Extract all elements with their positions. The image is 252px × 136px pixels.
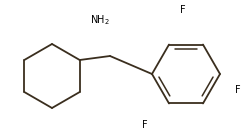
Text: F: F (142, 120, 147, 130)
Text: F: F (234, 85, 240, 95)
Text: NH$_2$: NH$_2$ (90, 13, 110, 27)
Text: F: F (179, 5, 185, 15)
